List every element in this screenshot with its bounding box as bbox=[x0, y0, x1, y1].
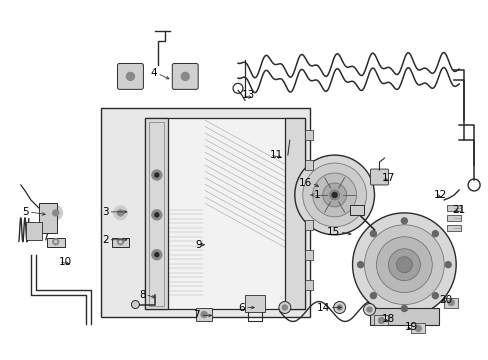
Circle shape bbox=[431, 231, 437, 237]
Circle shape bbox=[201, 311, 207, 318]
Bar bbox=[111, 238, 129, 247]
Bar bbox=[101, 108, 309, 318]
Text: 12: 12 bbox=[433, 190, 447, 200]
Bar bbox=[304, 220, 312, 230]
Text: 17: 17 bbox=[381, 173, 394, 183]
Circle shape bbox=[282, 305, 287, 310]
Text: 2: 2 bbox=[102, 235, 108, 245]
Text: 16: 16 bbox=[298, 178, 311, 188]
Circle shape bbox=[294, 155, 374, 235]
Circle shape bbox=[352, 213, 455, 316]
Bar bbox=[47, 238, 64, 247]
Circle shape bbox=[331, 193, 336, 197]
Circle shape bbox=[55, 241, 57, 243]
Circle shape bbox=[302, 163, 366, 227]
Circle shape bbox=[364, 225, 443, 305]
Bar bbox=[39, 203, 57, 233]
Circle shape bbox=[117, 239, 123, 245]
Bar bbox=[304, 280, 312, 289]
Text: 7: 7 bbox=[193, 310, 200, 320]
Bar bbox=[304, 190, 312, 200]
Circle shape bbox=[117, 210, 123, 216]
Circle shape bbox=[376, 237, 431, 293]
Text: 6: 6 bbox=[238, 302, 244, 312]
Circle shape bbox=[336, 305, 342, 310]
Circle shape bbox=[152, 170, 162, 180]
Circle shape bbox=[387, 249, 420, 280]
Circle shape bbox=[49, 206, 62, 220]
Bar bbox=[26, 222, 41, 240]
Text: 8: 8 bbox=[139, 289, 145, 300]
Circle shape bbox=[152, 210, 162, 220]
Text: 13: 13 bbox=[242, 90, 255, 100]
Circle shape bbox=[369, 231, 376, 237]
Bar bbox=[447, 205, 460, 211]
Text: 4: 4 bbox=[150, 68, 157, 78]
Bar bbox=[349, 205, 363, 215]
Circle shape bbox=[131, 301, 139, 309]
Bar bbox=[374, 315, 387, 325]
Text: 1: 1 bbox=[313, 190, 320, 200]
Text: 20: 20 bbox=[438, 294, 451, 305]
Circle shape bbox=[333, 302, 345, 314]
Text: 10: 10 bbox=[59, 257, 72, 267]
Circle shape bbox=[369, 293, 376, 299]
Bar bbox=[447, 225, 460, 231]
Circle shape bbox=[378, 318, 384, 323]
Circle shape bbox=[357, 262, 363, 268]
Text: 9: 9 bbox=[195, 240, 202, 250]
Circle shape bbox=[155, 253, 159, 257]
Bar bbox=[410, 323, 425, 333]
Bar bbox=[304, 130, 312, 140]
Circle shape bbox=[126, 72, 134, 80]
Text: 21: 21 bbox=[451, 205, 465, 215]
Bar bbox=[196, 307, 212, 321]
Circle shape bbox=[322, 183, 346, 207]
Circle shape bbox=[329, 190, 339, 200]
Bar bbox=[447, 215, 460, 221]
Text: 3: 3 bbox=[102, 207, 108, 217]
Text: 11: 11 bbox=[269, 150, 283, 160]
Text: 14: 14 bbox=[316, 302, 329, 312]
Circle shape bbox=[53, 210, 59, 216]
Circle shape bbox=[363, 303, 375, 315]
Bar bbox=[304, 250, 312, 260]
Bar bbox=[369, 307, 438, 325]
Circle shape bbox=[53, 239, 59, 245]
Bar bbox=[244, 294, 264, 312]
Bar bbox=[149, 122, 164, 306]
Circle shape bbox=[152, 250, 162, 260]
Circle shape bbox=[278, 302, 290, 314]
Text: 5: 5 bbox=[22, 207, 29, 217]
Circle shape bbox=[366, 307, 371, 312]
Bar bbox=[145, 118, 168, 310]
Circle shape bbox=[113, 206, 127, 220]
Circle shape bbox=[119, 241, 121, 243]
Circle shape bbox=[396, 257, 411, 273]
Circle shape bbox=[181, 72, 189, 80]
Bar bbox=[285, 118, 304, 310]
Circle shape bbox=[447, 300, 453, 306]
Circle shape bbox=[444, 262, 450, 268]
Circle shape bbox=[312, 173, 356, 217]
Circle shape bbox=[431, 293, 437, 299]
Circle shape bbox=[155, 213, 159, 217]
Circle shape bbox=[155, 173, 159, 177]
FancyBboxPatch shape bbox=[172, 63, 198, 89]
Circle shape bbox=[414, 325, 421, 332]
Circle shape bbox=[401, 218, 407, 224]
Text: 15: 15 bbox=[325, 227, 339, 237]
Bar bbox=[145, 118, 304, 310]
Text: 19: 19 bbox=[404, 323, 417, 332]
FancyBboxPatch shape bbox=[117, 63, 143, 89]
Circle shape bbox=[401, 306, 407, 311]
Text: 18: 18 bbox=[381, 314, 394, 324]
Bar bbox=[304, 160, 312, 170]
Bar bbox=[443, 298, 457, 307]
FancyBboxPatch shape bbox=[370, 169, 387, 185]
